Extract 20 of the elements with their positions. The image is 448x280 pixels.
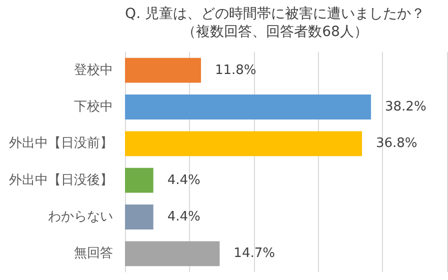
bar bbox=[125, 94, 372, 120]
bar bbox=[125, 204, 154, 230]
data-label: 11.8% bbox=[214, 62, 256, 78]
y-tick-label: わからない bbox=[48, 210, 113, 224]
y-tick-label: 登校中 bbox=[74, 62, 113, 78]
bar bbox=[125, 58, 201, 83]
y-tick-label: 下校中 bbox=[74, 100, 113, 114]
data-label: 4.4% bbox=[167, 172, 200, 188]
bar bbox=[125, 131, 362, 156]
data-label: 14.7% bbox=[234, 246, 275, 262]
y-tick-label: 無回答 bbox=[74, 246, 113, 262]
y-tick-label: 外出中【日没前】 bbox=[9, 136, 113, 152]
bar bbox=[125, 168, 154, 193]
data-label: 4.4% bbox=[167, 210, 200, 224]
chart-title: Q. 児童は、どの時間帯に被害に遭いましたか？ bbox=[125, 6, 425, 22]
data-label: 36.8% bbox=[376, 136, 418, 152]
bar bbox=[125, 241, 220, 266]
data-label: 38.2% bbox=[385, 100, 426, 114]
y-tick-label: 外出中【日没後】 bbox=[9, 172, 113, 188]
chart-subtitle: （複数回答、回答者数68人） bbox=[182, 24, 368, 40]
